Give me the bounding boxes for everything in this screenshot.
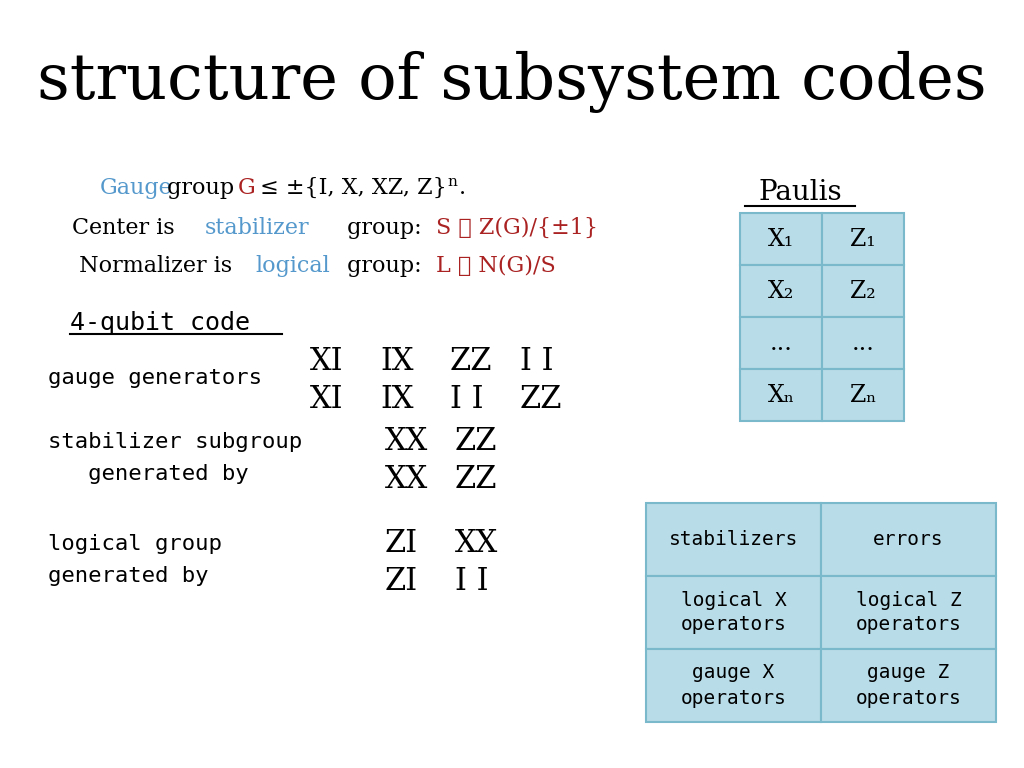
Text: gauge X
operators: gauge X operators — [681, 664, 786, 707]
Text: logical: logical — [255, 255, 330, 277]
Text: ZZ: ZZ — [455, 465, 498, 495]
Text: XI: XI — [310, 385, 343, 415]
Text: Gauge: Gauge — [100, 177, 173, 199]
Text: logical X
operators: logical X operators — [681, 591, 786, 634]
Text: logical group
generated by: logical group generated by — [48, 535, 222, 585]
Bar — [822, 265, 904, 317]
Text: stabilizer: stabilizer — [205, 217, 309, 239]
Bar — [646, 576, 821, 649]
Text: group:: group: — [340, 255, 429, 277]
Text: Xₙ: Xₙ — [767, 383, 795, 406]
Text: gauge Z
operators: gauge Z operators — [856, 664, 962, 707]
Bar — [822, 369, 904, 421]
Text: S ≅ Z(G)/{±1}: S ≅ Z(G)/{±1} — [436, 217, 598, 239]
Text: stabilizers: stabilizers — [669, 530, 798, 549]
Text: XX: XX — [455, 528, 499, 560]
Text: X₁: X₁ — [768, 227, 795, 250]
Text: .: . — [459, 177, 466, 199]
Bar — [821, 576, 996, 649]
Text: I I: I I — [455, 567, 488, 598]
Text: ZI: ZI — [385, 567, 418, 598]
Text: G: G — [238, 177, 256, 199]
Text: ZZ: ZZ — [455, 426, 498, 458]
Text: Z₁: Z₁ — [850, 227, 876, 250]
Text: L ≅ N(G)/S: L ≅ N(G)/S — [436, 255, 556, 277]
Text: gauge generators: gauge generators — [48, 368, 262, 388]
Text: ZZ: ZZ — [520, 385, 562, 415]
Bar — [821, 649, 996, 722]
Bar — [822, 213, 904, 265]
Bar — [821, 503, 996, 576]
Bar — [646, 503, 821, 576]
Text: Z₂: Z₂ — [850, 280, 876, 303]
Bar — [740, 317, 822, 369]
Text: 4-qubit code: 4-qubit code — [70, 311, 250, 335]
Text: ZZ: ZZ — [450, 346, 493, 378]
Text: Paulis: Paulis — [758, 180, 842, 207]
Text: structure of subsystem codes: structure of subsystem codes — [37, 51, 987, 113]
Bar — [646, 649, 821, 722]
Text: group: group — [160, 177, 242, 199]
Text: I I: I I — [520, 346, 554, 378]
Text: I I: I I — [450, 385, 483, 415]
Text: IX: IX — [380, 346, 414, 378]
Text: ...: ... — [852, 332, 874, 355]
Text: stabilizer subgroup
   generated by: stabilizer subgroup generated by — [48, 432, 302, 484]
Text: XX: XX — [385, 465, 428, 495]
Text: group:: group: — [340, 217, 429, 239]
Text: Center is: Center is — [72, 217, 181, 239]
Text: Normalizer is: Normalizer is — [72, 255, 240, 277]
Text: ...: ... — [770, 332, 793, 355]
Text: XI: XI — [310, 346, 343, 378]
Text: logical Z
operators: logical Z operators — [856, 591, 962, 634]
Bar — [740, 369, 822, 421]
Text: X₂: X₂ — [768, 280, 795, 303]
Text: n: n — [447, 175, 457, 189]
Bar — [740, 265, 822, 317]
Text: XX: XX — [385, 426, 428, 458]
Text: IX: IX — [380, 385, 414, 415]
Bar — [740, 213, 822, 265]
Text: ZI: ZI — [385, 528, 418, 560]
Text: ≤ ±{I, X, XZ, Z}: ≤ ±{I, X, XZ, Z} — [253, 177, 446, 199]
Bar — [822, 317, 904, 369]
Text: errors: errors — [873, 530, 944, 549]
Text: Zₙ: Zₙ — [850, 383, 877, 406]
